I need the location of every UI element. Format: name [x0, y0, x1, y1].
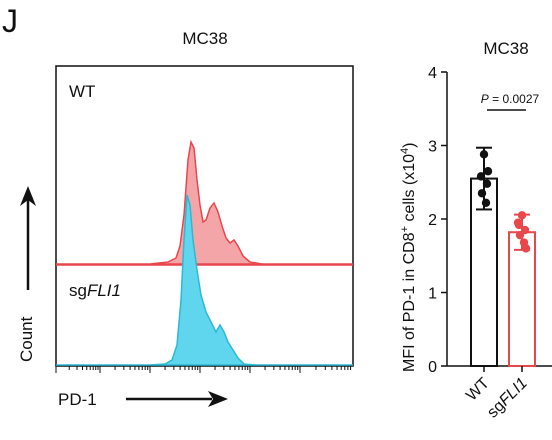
y-tick-label: 0	[428, 359, 437, 376]
pd1-label: PD-1	[58, 390, 97, 409]
data-point	[513, 218, 523, 227]
sgfli1-label-gene: FLI1	[87, 281, 121, 300]
bar-chart-title: MC38	[483, 39, 528, 58]
data-point	[476, 172, 486, 181]
data-point	[515, 230, 525, 240]
data-point	[520, 225, 530, 235]
panel-label: J	[2, 3, 18, 39]
p-value-text: = 0.0027	[489, 92, 540, 106]
y-axis-label-mid: cells (x10	[401, 154, 418, 226]
data-point	[481, 198, 491, 208]
pd1-arrow-head	[208, 391, 228, 407]
data-points	[476, 150, 531, 253]
count-label: Count	[17, 316, 36, 362]
y-tick-label: 2	[428, 212, 437, 229]
y-tick-label: 3	[428, 139, 437, 156]
flow-histogram-panel: WT sgFLI1	[55, 65, 354, 373]
y-axis-label-sup2: 4	[399, 148, 411, 154]
data-point	[477, 189, 487, 198]
y-tick-label: 4	[428, 65, 437, 82]
data-point	[482, 179, 492, 188]
y-axis-label: MFI of PD-1 in CD8+ cells (x104)	[399, 142, 418, 372]
sgfli1-label-prefix: sg	[69, 281, 87, 300]
y-tick-label: 1	[428, 286, 437, 303]
wt-label: WT	[69, 82, 95, 101]
y-axis-label-sup1: +	[399, 226, 411, 232]
data-point	[517, 211, 527, 220]
x-tick-label-text: WT	[463, 375, 493, 405]
sgfli1-label: sgFLI1	[69, 281, 121, 300]
data-point	[483, 167, 493, 176]
x-tick-label: sgFLI1	[484, 375, 531, 422]
x-tick-label: WT	[463, 375, 493, 405]
count-arrow-head	[20, 186, 36, 206]
flow-x-minor-ticks	[55, 366, 352, 373]
bar-sgfli1	[508, 231, 536, 367]
p-value-symbol: P	[481, 92, 489, 106]
y-ticks: 0 1 2 3 4	[428, 65, 447, 376]
wt-histogram	[56, 139, 353, 265]
data-point	[521, 244, 531, 253]
y-axis-label-post: )	[401, 142, 418, 147]
data-point	[479, 150, 489, 159]
flow-title: MC38	[182, 29, 227, 48]
y-axis-label-text: MFI of PD-1 in CD8	[401, 232, 418, 372]
p-value-annotation: P = 0.0027	[481, 92, 540, 106]
sgfli1-histogram	[56, 194, 353, 366]
